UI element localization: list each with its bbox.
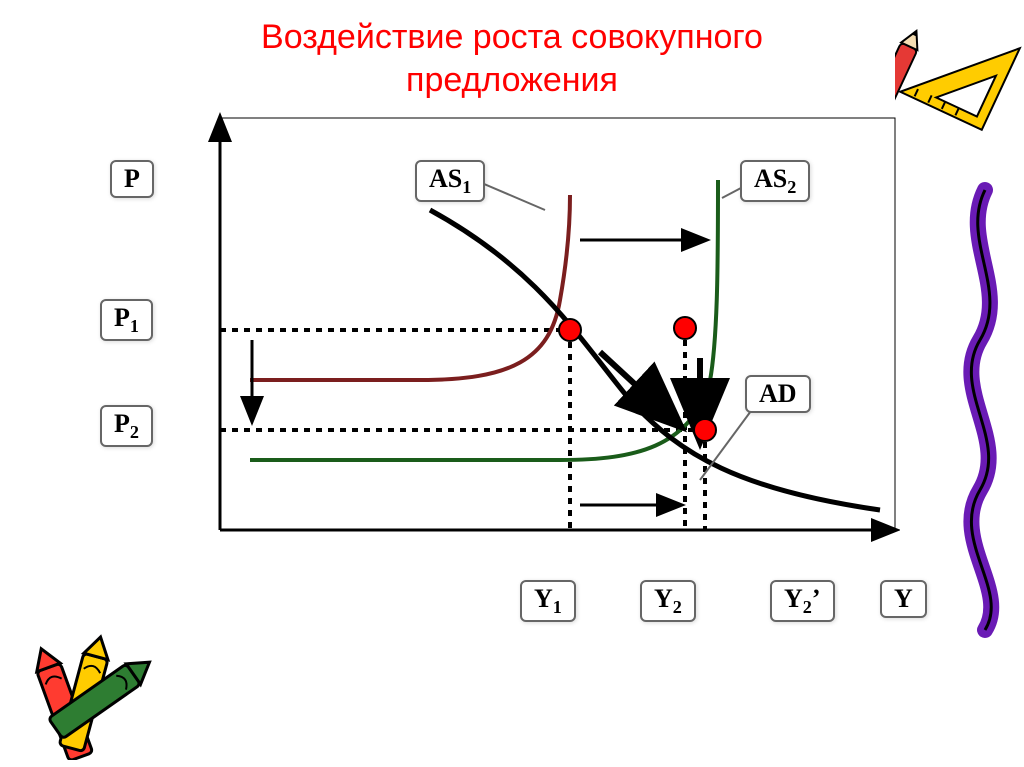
point-e2 [674, 317, 696, 339]
page-title: Воздействие роста совокупного предложени… [0, 0, 1024, 101]
point-e1 [559, 319, 581, 341]
ruler-triangle-icon [895, 5, 1024, 135]
ad-curve [430, 210, 880, 510]
label-P1: P1 [100, 299, 153, 341]
point-e3 [694, 419, 716, 441]
title-line1: Воздействие роста совокупного [261, 18, 763, 56]
as1-curve [250, 195, 570, 380]
label-P2: P2 [100, 405, 153, 447]
dashed-guides [220, 328, 705, 530]
label-Y1: Y1 [520, 580, 576, 622]
label-Y: Y [880, 580, 927, 618]
label-P: P [110, 160, 154, 198]
label-Y2: Y2 [640, 580, 696, 622]
label-AS2: AS2 [740, 160, 810, 202]
purple-squiggle-icon [955, 180, 1015, 640]
title-line2: предложения [406, 61, 618, 99]
label-AD: AD [745, 375, 811, 413]
label-AS1: AS1 [415, 160, 485, 202]
crayons-icon [10, 580, 190, 760]
label-Y2prime: Y2’ [770, 580, 835, 622]
